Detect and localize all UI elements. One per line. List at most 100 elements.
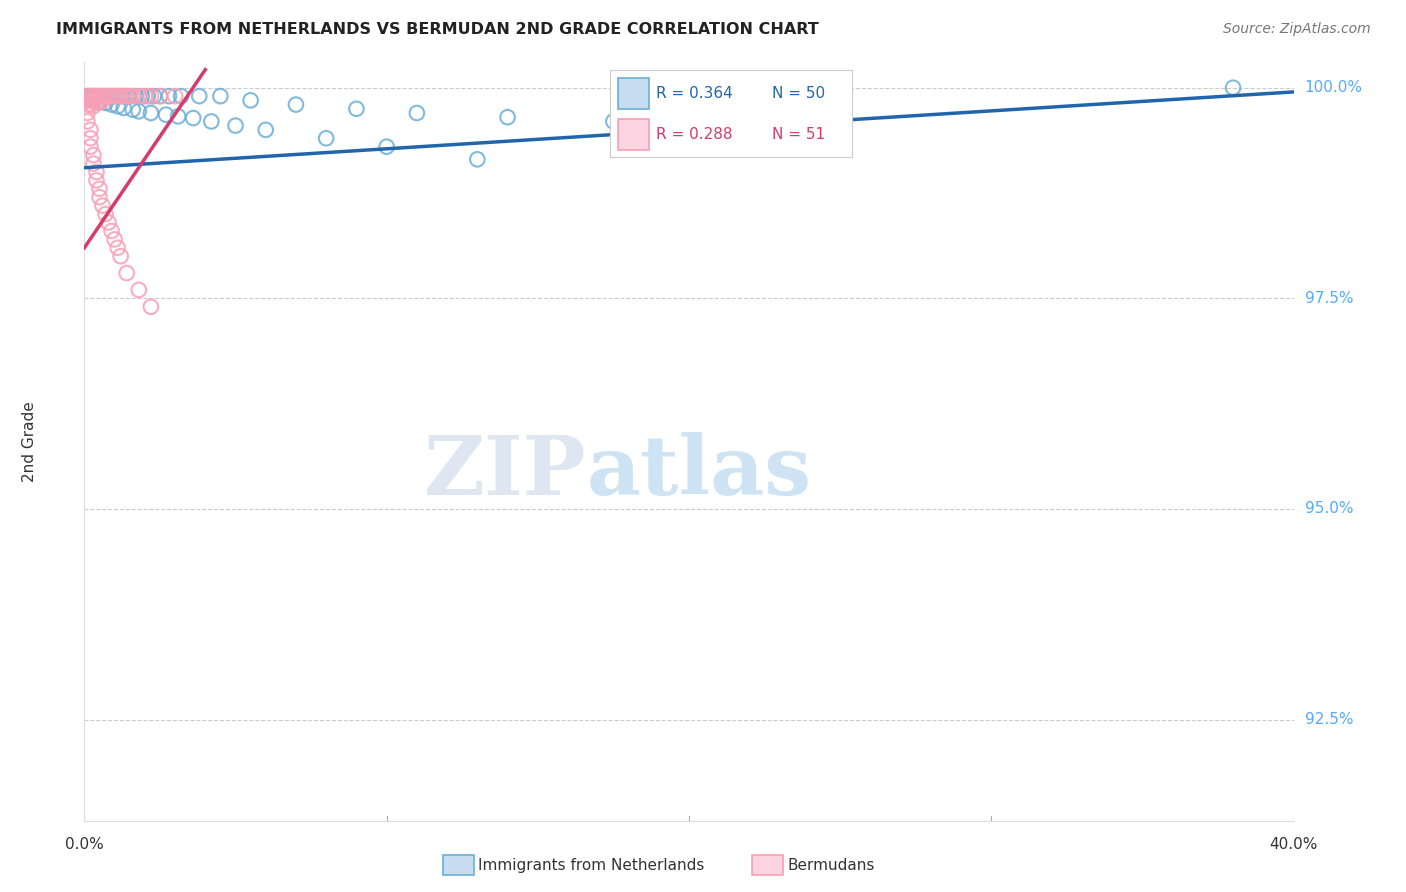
Point: [100, 224, 122, 238]
Point: [89, 182, 111, 196]
Point: [94, 89, 117, 103]
Text: 97.5%: 97.5%: [1305, 291, 1353, 306]
Point: [100, 97, 122, 112]
Point: [346, 102, 368, 116]
Point: [155, 108, 177, 122]
Point: [496, 110, 519, 124]
Point: [107, 89, 129, 103]
Point: [79, 97, 101, 112]
Point: [118, 89, 141, 103]
Point: [110, 249, 132, 263]
Point: [139, 89, 162, 103]
Point: [91, 89, 114, 103]
Point: [97, 215, 120, 229]
Point: [375, 139, 398, 153]
Point: [82, 93, 104, 107]
Point: [89, 190, 111, 204]
Point: [86, 165, 108, 179]
Point: [136, 89, 159, 103]
Point: [181, 111, 204, 125]
Point: [128, 104, 150, 119]
Text: Immigrants from Netherlands: Immigrants from Netherlands: [478, 858, 704, 872]
Text: 0.0%: 0.0%: [65, 838, 104, 853]
Point: [94, 89, 117, 103]
Point: [125, 89, 148, 103]
Point: [100, 89, 122, 103]
Point: [115, 89, 138, 103]
Text: Bermudans: Bermudans: [787, 858, 875, 872]
Point: [82, 89, 104, 103]
Point: [121, 89, 143, 103]
Point: [97, 89, 120, 103]
Point: [128, 89, 150, 103]
Point: [89, 94, 111, 108]
Point: [86, 89, 108, 103]
Point: [167, 109, 190, 123]
Point: [602, 114, 624, 128]
Point: [86, 95, 108, 110]
Point: [79, 123, 101, 137]
Point: [76, 114, 98, 128]
Point: [285, 97, 308, 112]
Point: [79, 89, 101, 103]
Point: [107, 99, 129, 113]
Point: [89, 89, 111, 103]
Point: [170, 89, 193, 103]
Point: [315, 131, 337, 145]
Point: [97, 89, 120, 103]
Text: 100.0%: 100.0%: [1305, 80, 1362, 95]
Point: [82, 89, 104, 103]
Point: [91, 89, 114, 103]
Point: [86, 173, 108, 187]
Point: [157, 89, 180, 103]
Text: Source: ZipAtlas.com: Source: ZipAtlas.com: [1223, 22, 1371, 37]
Text: ZIP: ZIP: [423, 432, 586, 512]
Text: 95.0%: 95.0%: [1305, 501, 1353, 516]
Point: [82, 148, 104, 162]
Point: [121, 103, 143, 117]
Text: atlas: atlas: [586, 432, 811, 512]
Point: [1222, 80, 1244, 95]
Point: [112, 89, 135, 103]
Point: [91, 199, 114, 213]
Point: [200, 114, 222, 128]
Point: [79, 91, 101, 105]
Point: [89, 89, 111, 103]
Point: [76, 106, 98, 120]
Point: [76, 89, 98, 103]
Point: [94, 207, 117, 221]
Point: [131, 89, 153, 103]
Point: [79, 89, 101, 103]
Point: [165, 89, 187, 103]
Point: [149, 89, 172, 103]
Text: 2nd Grade: 2nd Grade: [22, 401, 38, 482]
Point: [86, 89, 108, 103]
Point: [134, 89, 156, 103]
Point: [76, 93, 98, 107]
Point: [79, 139, 101, 153]
Point: [104, 89, 127, 103]
Point: [107, 241, 129, 255]
Point: [149, 89, 172, 103]
Point: [100, 89, 122, 103]
Point: [76, 97, 98, 112]
Point: [139, 106, 162, 120]
Point: [89, 95, 111, 109]
Point: [76, 89, 98, 103]
Point: [82, 156, 104, 170]
Point: [467, 153, 489, 167]
Point: [82, 99, 104, 113]
Point: [115, 266, 138, 280]
Point: [239, 93, 262, 107]
Point: [110, 89, 132, 103]
Point: [112, 89, 135, 103]
Point: [112, 101, 135, 115]
Point: [94, 95, 117, 110]
Point: [91, 94, 114, 108]
Point: [115, 89, 138, 103]
Point: [188, 89, 211, 103]
Point: [107, 89, 129, 103]
Point: [406, 106, 429, 120]
Point: [118, 89, 141, 103]
Point: [110, 89, 132, 103]
